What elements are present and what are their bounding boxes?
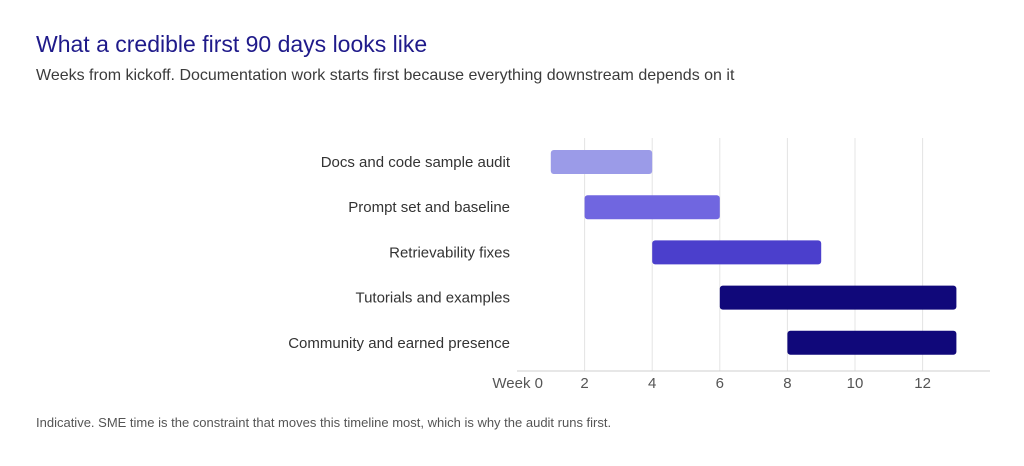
category-label-1: Prompt set and baseline [348, 199, 510, 216]
x-tick-label-2: 4 [648, 375, 656, 392]
x-tick-label-4: 8 [783, 375, 791, 392]
bar-3 [719, 285, 957, 310]
bar-4 [787, 330, 957, 355]
x-tick-label-3: 6 [716, 375, 724, 392]
x-tick-label-1: 2 [580, 375, 588, 392]
bar-1 [584, 195, 720, 220]
x-tick-label-5: 10 [847, 375, 864, 392]
chart-subtitle: Weeks from kickoff. Documentation work s… [36, 67, 735, 84]
bar-2 [652, 240, 822, 265]
category-labels: Docs and code sample audit Prompt set and… [288, 154, 511, 352]
category-label-4: Community and earned presence [288, 335, 510, 352]
x-tick-label-6: 12 [914, 375, 931, 392]
bar-0 [550, 150, 653, 174]
chart-footnote: Indicative. SME time is the constraint t… [36, 415, 612, 430]
chart-title: What a credible first 90 days looks like [36, 31, 428, 57]
category-label-2: Retrievability fixes [389, 244, 510, 261]
category-label-0: Docs and code sample audit [321, 154, 511, 171]
bars [550, 150, 957, 355]
x-axis: Week 0 2 4 6 8 10 12 [492, 370, 990, 392]
category-label-3: Tutorials and examples [355, 290, 510, 307]
x-tick-label-0: Week 0 [492, 375, 543, 392]
